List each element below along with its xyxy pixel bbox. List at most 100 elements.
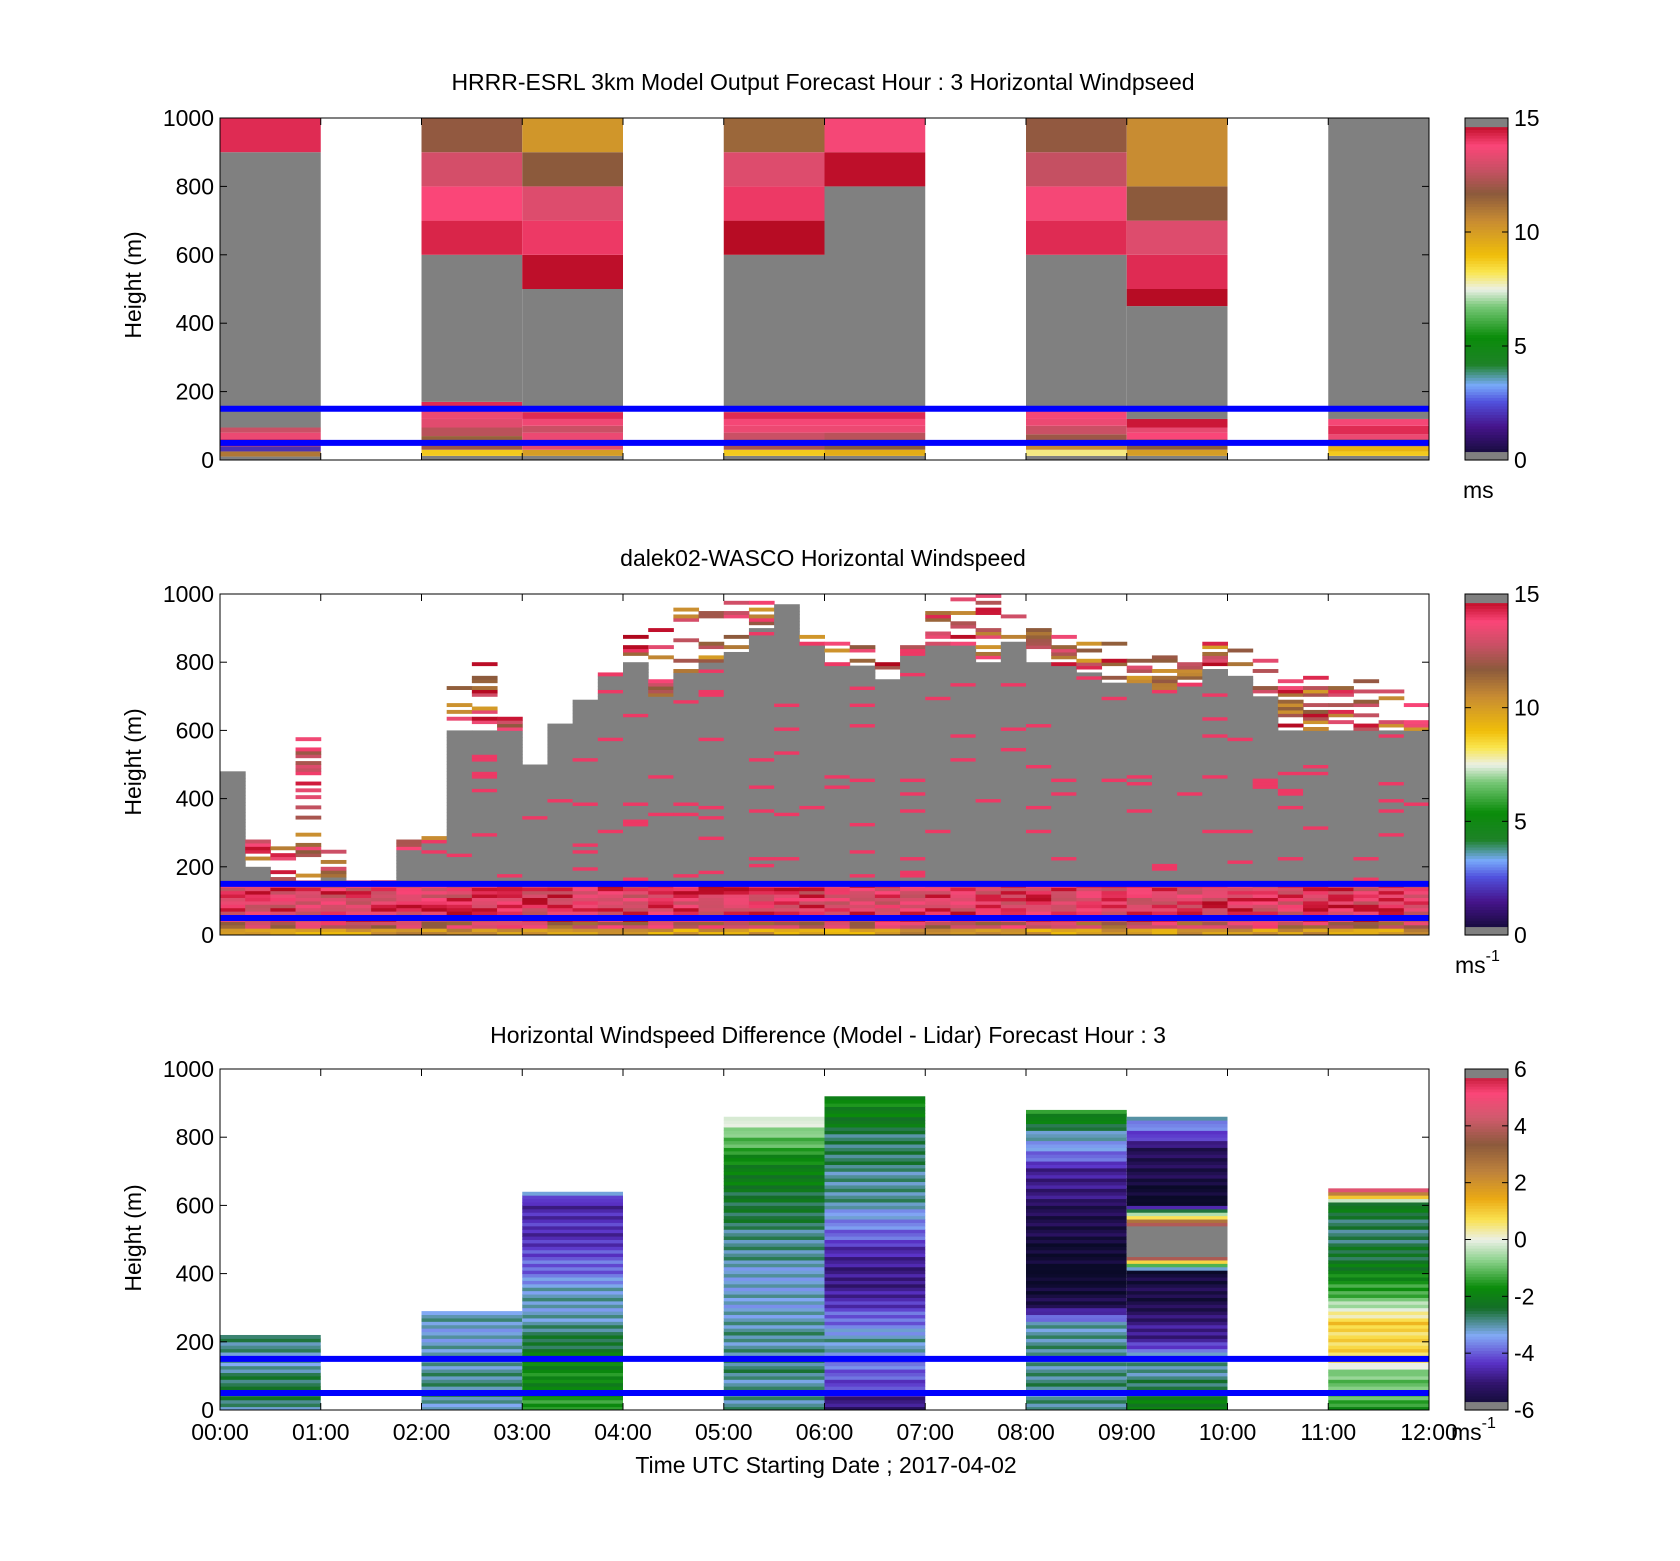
lidar-cell: [1177, 686, 1203, 690]
diff-cell: [1026, 1406, 1127, 1411]
lidar-cell: [774, 771, 800, 776]
lidar-cell: [925, 686, 951, 690]
lidar-cell: [1202, 682, 1228, 687]
lidar-cell: [900, 733, 926, 738]
model-cell: [220, 456, 321, 460]
lidar-cell: [1277, 686, 1304, 690]
lidar-cell: [849, 781, 876, 786]
diff-cell: [1126, 1348, 1228, 1353]
colorbar-swatch: [1465, 1225, 1508, 1229]
lidar-cell: [900, 812, 926, 817]
colorbar-swatch: [1465, 917, 1508, 922]
colorbar-swatch: [1465, 1407, 1508, 1411]
y-tick-label: 400: [176, 786, 214, 812]
lidar-cell: [1051, 870, 1077, 875]
lidar-cell: [874, 740, 901, 745]
diff-cell: [824, 1140, 926, 1145]
lidar-cell: [220, 849, 246, 854]
lidar-cell: [522, 911, 548, 916]
lidar-cell: [295, 750, 322, 755]
lidar-cell: [1076, 863, 1103, 868]
diff-cell: [1328, 1232, 1429, 1237]
lidar-cell: [623, 686, 649, 690]
lidar-cell: [1252, 900, 1279, 905]
lidar-cell: [1177, 822, 1203, 827]
lidar-cell: [698, 747, 725, 752]
diff-cell: [1026, 1219, 1127, 1223]
lidar-cell: [597, 877, 624, 881]
colorbar-swatch: [1465, 1248, 1508, 1252]
lidar-cell: [1303, 730, 1329, 735]
y-tick-label: 600: [176, 717, 214, 743]
diff-cell: [824, 1242, 926, 1247]
lidar-cell: [597, 887, 624, 892]
lidar-cell: [723, 802, 750, 806]
lidar-cell: [648, 873, 674, 878]
lidar-cell: [1076, 648, 1103, 653]
diff-cell: [522, 1338, 623, 1343]
colorbar-swatch: [1465, 1233, 1508, 1238]
lidar-cell: [1151, 859, 1178, 864]
lidar-cell: [1252, 778, 1279, 783]
lidar-cell: [774, 859, 800, 864]
lidar-cell: [774, 696, 800, 701]
lidar-cell: [1202, 720, 1228, 725]
lidar-cell: [572, 726, 599, 731]
lidar-cell: [799, 689, 825, 694]
lidar-cell: [1126, 904, 1153, 909]
lidar-cell: [874, 805, 901, 810]
lidar-cell: [320, 866, 347, 871]
diff-cell: [1126, 1290, 1228, 1295]
model-cell: [421, 254, 523, 402]
lidar-cell: [245, 900, 271, 905]
lidar-cell: [1227, 842, 1254, 847]
lidar-cell: [698, 784, 725, 789]
lidar-cell: [320, 877, 347, 881]
colorbar-swatch: [1465, 277, 1508, 282]
lidar-cell: [1277, 740, 1304, 745]
diff-cell: [723, 1215, 825, 1220]
lidar-cell: [1378, 825, 1405, 830]
lidar-cell: [1227, 706, 1254, 711]
lidar-cell: [748, 870, 775, 875]
lidar-cell: [1026, 829, 1052, 834]
lidar-cell: [824, 716, 851, 721]
lidar-cell: [975, 594, 1002, 598]
lidar-cell: [673, 607, 700, 612]
diff-cell: [723, 1396, 825, 1401]
colorbar-tick-label: 4: [1514, 1113, 1527, 1139]
lidar-cell: [597, 784, 624, 789]
lidar-cell: [220, 774, 246, 779]
lidar-cell: [1177, 825, 1203, 830]
lidar-cell: [849, 669, 876, 673]
lidar-cell: [698, 924, 725, 929]
lidar-cell: [975, 802, 1002, 806]
lidar-cell: [799, 887, 825, 892]
lidar-cell: [471, 798, 498, 803]
colorbar-swatch: [1465, 234, 1508, 239]
lidar-cell: [950, 870, 977, 875]
lidar-cell: [673, 798, 700, 803]
lidar-cell: [1227, 839, 1254, 844]
lidar-cell: [824, 767, 851, 772]
lidar-cell: [774, 692, 800, 697]
colorbar-swatch: [1465, 707, 1508, 712]
lidar-cell: [723, 819, 750, 823]
lidar-cell: [597, 733, 624, 738]
lidar-cell: [950, 866, 977, 871]
lidar-cell: [673, 921, 700, 926]
lidar-cell: [1328, 849, 1354, 854]
lidar-cell: [648, 928, 674, 933]
colorbar-swatch: [1465, 639, 1508, 643]
lidar-cell: [623, 928, 649, 933]
lidar-cell: [1151, 706, 1178, 711]
lidar-cell: [1403, 921, 1430, 926]
diff-cell: [824, 1150, 926, 1155]
diff-cell: [723, 1341, 825, 1346]
lidar-cell: [446, 805, 473, 810]
panel-model: HRRR-ESRL 3km Model Output Forecast Hour…: [120, 69, 1540, 503]
colorbar-swatch: [1465, 1165, 1508, 1170]
lidar-cell: [874, 890, 901, 895]
model-cell: [421, 418, 523, 428]
lidar-cell: [774, 672, 800, 677]
